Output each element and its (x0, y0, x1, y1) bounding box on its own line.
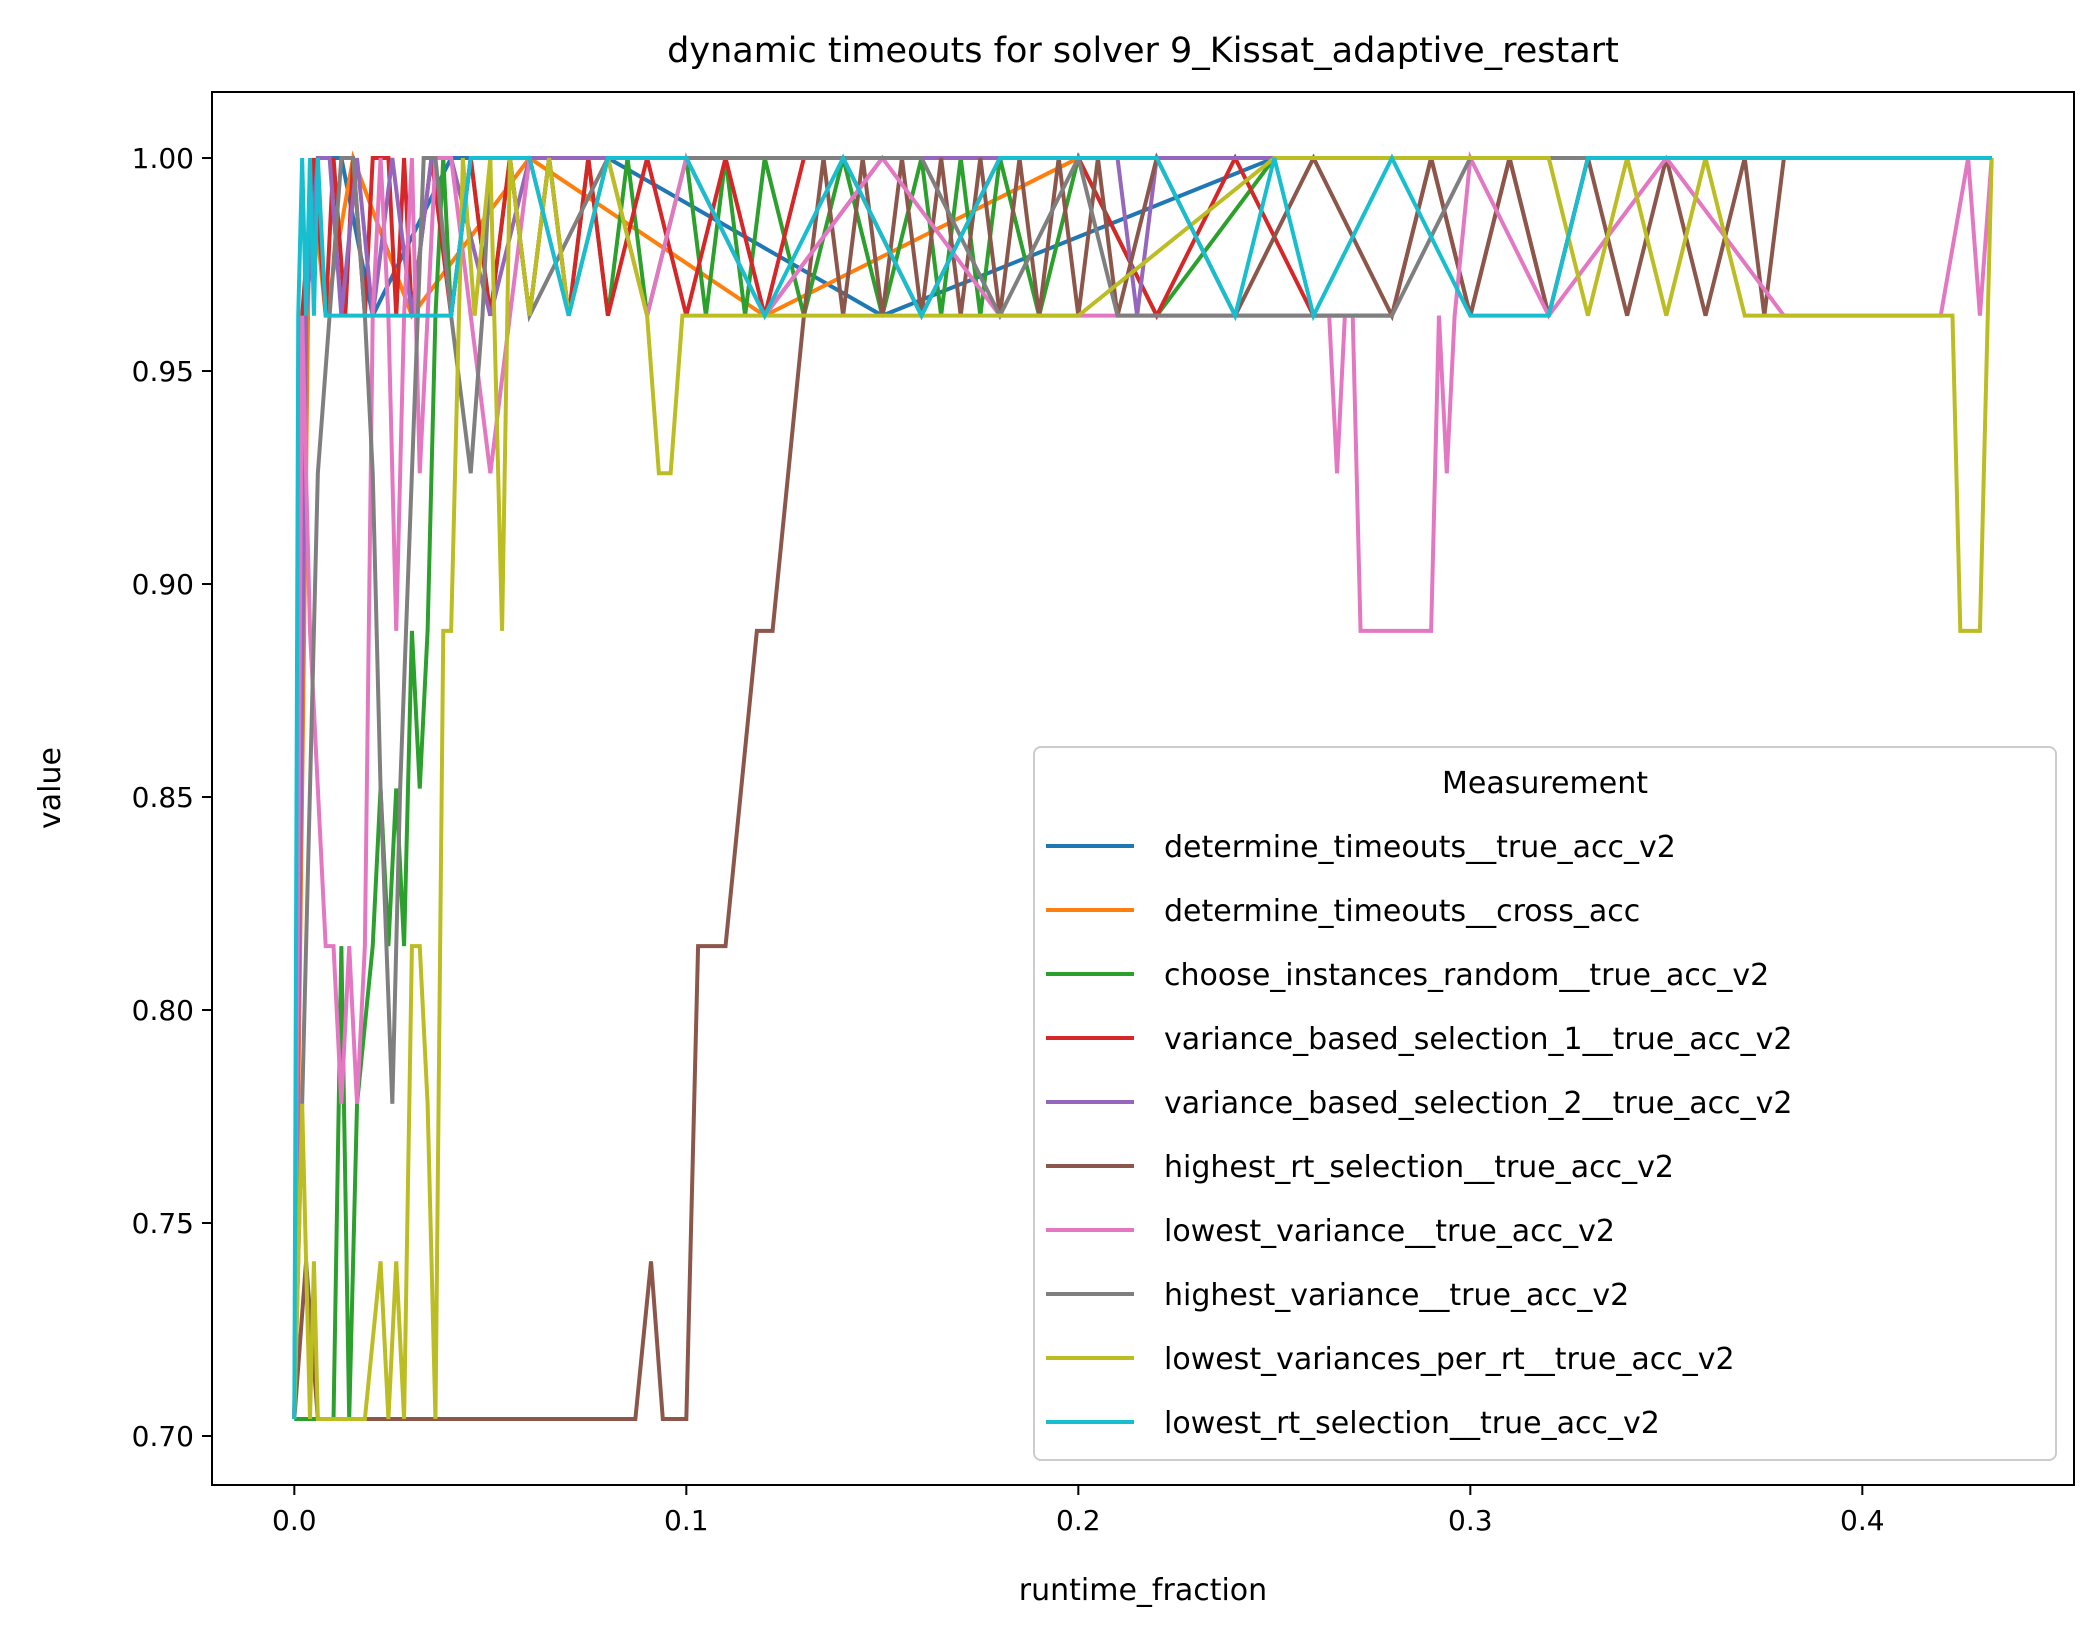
legend-label: variance_based_selection_1__true_acc_v2 (1164, 1022, 1792, 1057)
legend-label: lowest_rt_selection__true_acc_v2 (1164, 1406, 1660, 1441)
y-tick-label: 0.70 (132, 1420, 194, 1453)
plot-frame (211, 91, 2075, 1486)
x-tick-label: 0.1 (664, 1504, 709, 1537)
legend-label: variance_based_selection_2__true_acc_v2 (1164, 1086, 1792, 1121)
series-line-lowest_variances_per_rt__true_acc_v2 (292, 156, 1994, 1421)
y-tick-label: 0.85 (132, 781, 194, 814)
x-tick-label: 0.3 (1448, 1504, 1493, 1537)
chart-title: dynamic timeouts for solver 9_Kissat_ada… (667, 31, 1619, 71)
legend-title: Measurement (1442, 766, 1648, 801)
y-tick-label: 0.95 (132, 355, 194, 388)
x-tick-label: 0.2 (1056, 1504, 1101, 1537)
legend-label: determine_timeouts__true_acc_v2 (1164, 830, 1676, 865)
y-tick-label: 0.90 (132, 568, 194, 601)
series-layer (292, 150, 1994, 1421)
y-tick-label: 0.80 (132, 994, 194, 1027)
legend-box (1033, 746, 2057, 1461)
legend-label: lowest_variance__true_acc_v2 (1164, 1214, 1615, 1249)
legend-label: lowest_variances_per_rt__true_acc_v2 (1164, 1342, 1735, 1377)
x-axis: 0.0 0.1 0.2 0.3 0.4 (272, 1485, 1885, 1537)
legend-label: highest_variance__true_acc_v2 (1164, 1278, 1629, 1313)
legend-label: determine_timeouts__cross_acc (1164, 894, 1640, 929)
y-axis: 0.70 0.75 0.80 0.85 0.90 0.95 1.00 (132, 142, 212, 1453)
x-tick-label: 0.4 (1840, 1504, 1885, 1537)
legend-label: highest_rt_selection__true_acc_v2 (1164, 1150, 1674, 1185)
series-line-lowest_rt_selection__true_acc_v2 (292, 153, 1992, 1419)
y-tick-label: 1.00 (132, 142, 194, 175)
y-axis-label: value (33, 747, 68, 829)
legend-items: determine_timeouts__true_acc_v2 determine… (1046, 830, 1792, 1441)
x-tick-label: 0.0 (272, 1504, 317, 1537)
x-axis-label: runtime_fraction (1019, 1573, 1267, 1608)
legend-label: choose_instances_random__true_acc_v2 (1164, 958, 1769, 993)
legend: Measurement determine_timeouts__true_acc… (1033, 746, 2057, 1461)
series-line-variance_based_selection_2__true_acc_v2 (292, 156, 1992, 1419)
y-tick-label: 0.75 (132, 1207, 194, 1240)
